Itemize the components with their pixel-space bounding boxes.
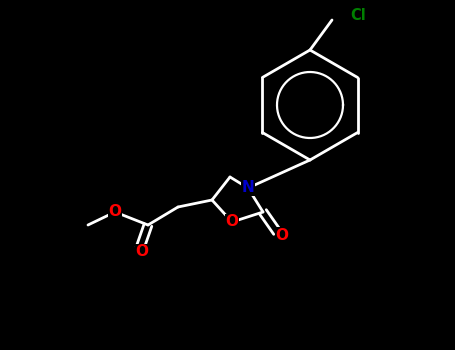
Text: O: O — [136, 245, 148, 259]
Text: O: O — [108, 204, 121, 219]
Text: O: O — [226, 215, 238, 230]
Text: Cl: Cl — [350, 8, 366, 23]
Text: N: N — [242, 181, 254, 196]
Text: O: O — [275, 228, 288, 243]
